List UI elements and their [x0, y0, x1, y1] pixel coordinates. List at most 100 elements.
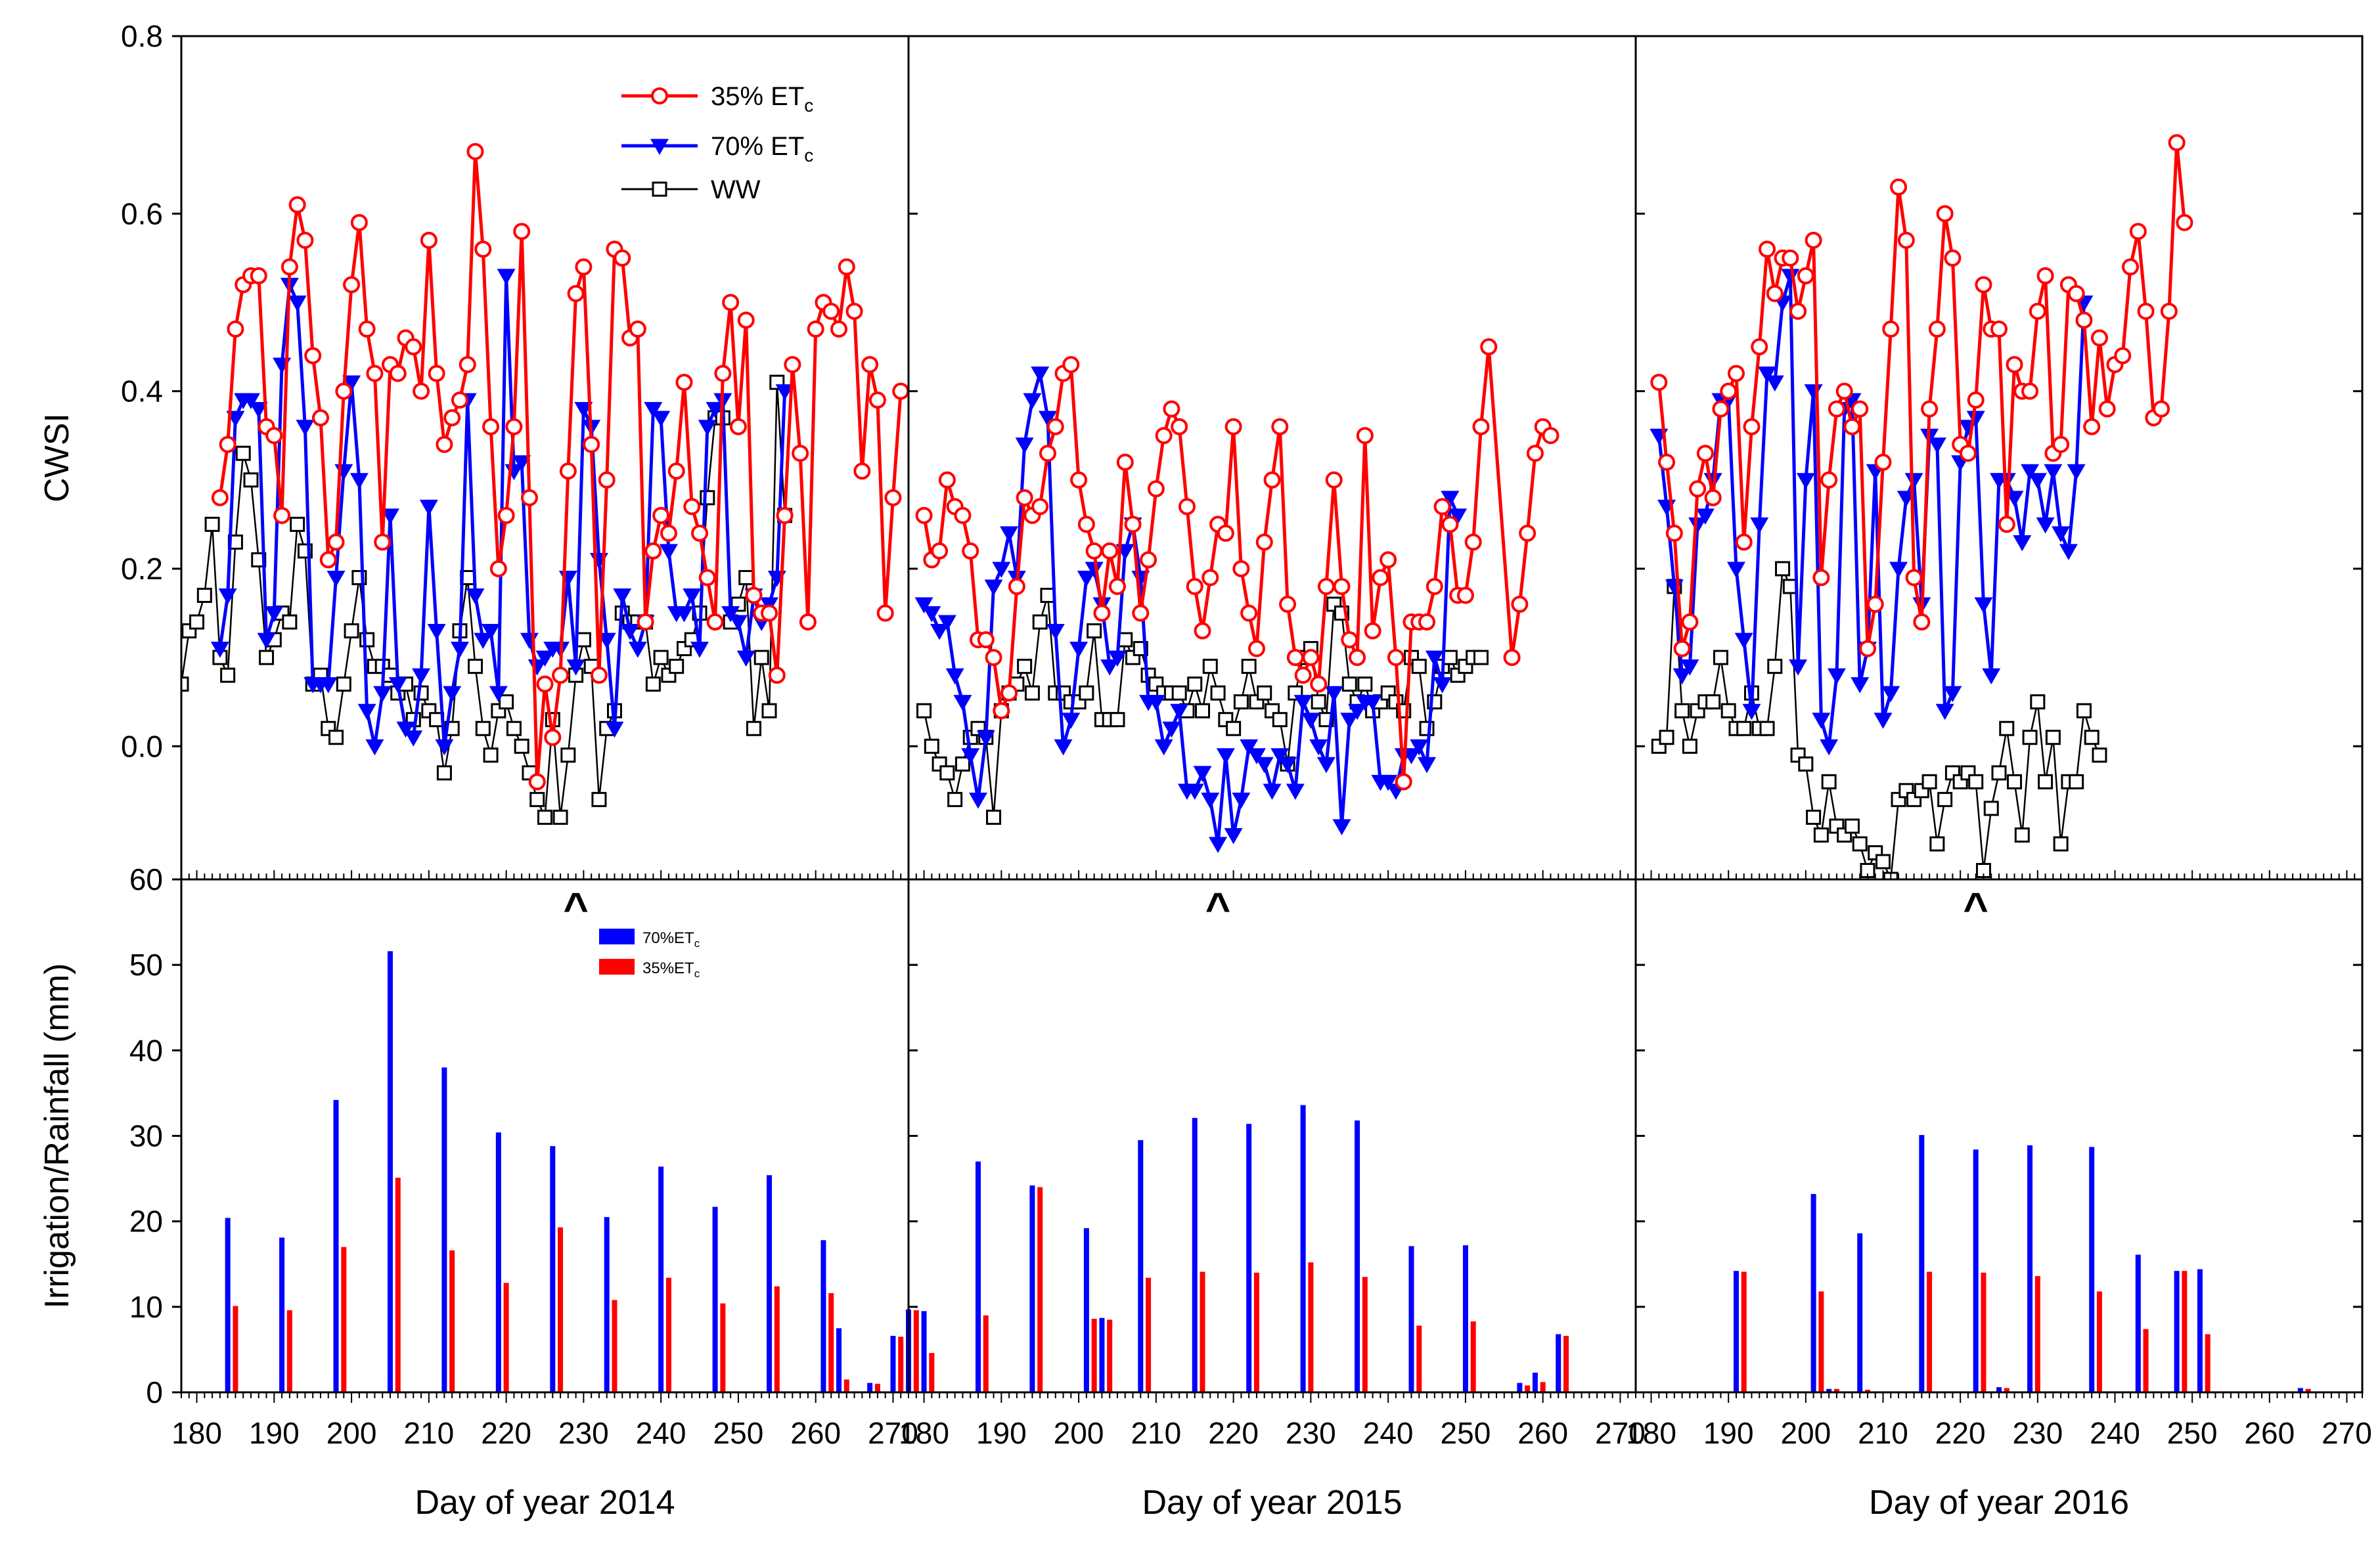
point-et35 — [1782, 249, 1799, 267]
point-ww — [499, 694, 514, 710]
point-et35 — [358, 320, 376, 338]
point-ww — [1210, 685, 1226, 701]
point-et35 — [1812, 569, 1830, 586]
point-et35 — [327, 533, 345, 551]
point-et35 — [1116, 453, 1134, 471]
point-et35 — [1263, 471, 1281, 489]
point-et35 — [420, 231, 438, 249]
point-et35 — [1650, 374, 1668, 391]
point-et70 — [621, 624, 640, 640]
x-tick-label: 190 — [976, 1416, 1027, 1450]
point-ww — [653, 650, 669, 665]
point-ww — [1032, 614, 1048, 630]
bar-et70 — [2197, 1269, 2203, 1392]
legend-item-et70: 70% ETc — [621, 132, 813, 166]
point-et35 — [729, 418, 747, 435]
point-ww — [738, 569, 754, 585]
point-et35 — [1913, 613, 1931, 631]
bar-et70 — [1083, 1228, 1089, 1392]
point-et35 — [1797, 267, 1814, 284]
point-ww — [1419, 720, 1435, 736]
point-et35 — [876, 604, 894, 622]
point-et70 — [698, 420, 717, 436]
point-et35 — [714, 364, 732, 382]
point-et70 — [2021, 464, 2040, 481]
point-ww — [189, 614, 205, 630]
point-et35 — [1658, 453, 1676, 471]
bar-et35 — [1107, 1319, 1113, 1392]
bar-et70 — [1919, 1135, 1925, 1392]
point-et35 — [528, 773, 546, 791]
point-et35 — [559, 462, 577, 480]
point-et70 — [1781, 269, 1800, 285]
point-ww — [2014, 827, 2030, 843]
point-ww — [196, 587, 212, 603]
point-et70 — [675, 606, 694, 623]
point-et35 — [474, 240, 492, 258]
point-et35 — [1310, 675, 1328, 693]
point-et70 — [1301, 713, 1320, 729]
point-et70 — [2052, 526, 2071, 542]
point-et70 — [326, 570, 346, 587]
point-ww — [947, 791, 963, 807]
point-et70 — [1100, 659, 1119, 676]
point-et35 — [513, 223, 531, 240]
x-axis-title: Day of year 2015 — [1142, 1484, 1402, 1522]
point-et35 — [675, 374, 693, 391]
x-tick-label: 180 — [171, 1416, 222, 1450]
point-et35 — [822, 302, 840, 320]
point-et70 — [1108, 650, 1127, 667]
point-et35 — [1689, 480, 1707, 498]
point-ww — [475, 720, 491, 736]
point-ww — [1357, 676, 1373, 692]
point-et35 — [1046, 418, 1064, 435]
point-et70 — [1688, 517, 1707, 534]
point-et70 — [1046, 624, 1065, 640]
point-et35 — [691, 524, 709, 542]
point-et70 — [1765, 375, 1784, 392]
point-et70 — [2067, 464, 2086, 481]
bar-et35 — [449, 1250, 455, 1392]
point-et35 — [884, 489, 902, 506]
point-et70 — [296, 420, 315, 436]
x-tick-label: 210 — [403, 1416, 454, 1450]
x-tick-label: 260 — [1517, 1416, 1568, 1450]
point-et35 — [552, 667, 570, 684]
point-ww — [1844, 818, 1860, 834]
point-et70 — [1789, 659, 1808, 676]
bar-legend-label-main: 70%ET — [642, 929, 694, 947]
bar-et35 — [1146, 1277, 1152, 1392]
point-et35 — [1882, 320, 1900, 338]
point-ww — [529, 791, 545, 807]
bar-et70 — [387, 951, 393, 1392]
y-tick-label-bottom: 60 — [129, 862, 163, 896]
bar-et70 — [921, 1311, 927, 1392]
series-et35 — [1650, 134, 2193, 657]
point-et35 — [1944, 249, 1962, 267]
point-et35 — [1247, 640, 1265, 657]
point-ww — [645, 676, 661, 692]
point-et35 — [1171, 418, 1188, 435]
point-ww — [591, 791, 607, 807]
point-et35 — [1255, 533, 1273, 551]
point-et35 — [544, 728, 562, 746]
bar-et70 — [1408, 1246, 1414, 1392]
point-ww — [669, 659, 685, 674]
point-et35 — [845, 302, 863, 320]
bar-legend-swatch — [599, 929, 635, 944]
point-et35 — [667, 462, 685, 480]
point-et70 — [373, 686, 392, 703]
point-et70 — [1881, 686, 1900, 703]
x-tick-label: 260 — [2244, 1416, 2295, 1450]
point-et35 — [1217, 524, 1234, 542]
bar-et70 — [1973, 1149, 1979, 1392]
point-et35 — [637, 613, 654, 631]
point-et35 — [343, 276, 361, 294]
x-tick-label: 270 — [868, 1416, 918, 1450]
axes-layer: 0.0 0.2 0.4 0.6 0.8 0 10 20 30 40 50 60 CWSI Irrigati… — [38, 19, 2372, 1522]
point-et70 — [1015, 437, 1034, 454]
series-line-et70 — [922, 372, 1460, 846]
bar-et70 — [1300, 1105, 1306, 1392]
point-ww — [328, 730, 344, 745]
point-et35 — [644, 542, 662, 560]
